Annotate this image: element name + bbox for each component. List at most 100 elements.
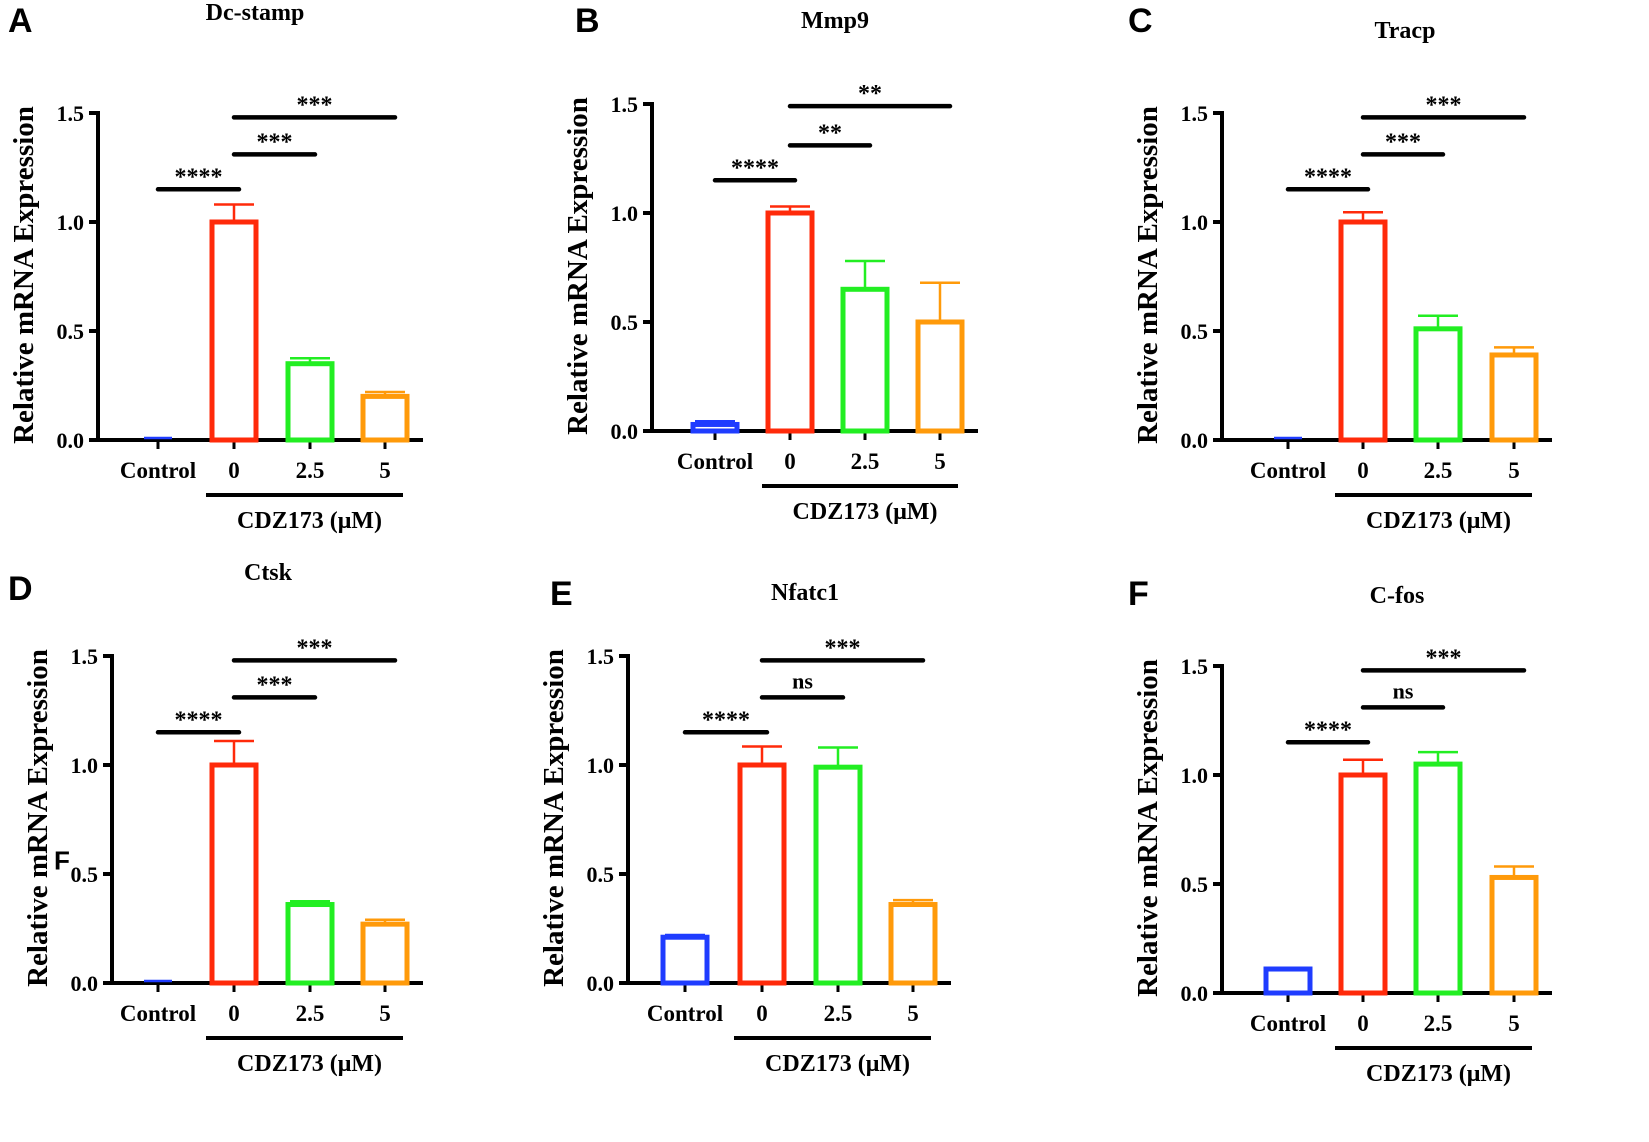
bar-0	[737, 762, 787, 986]
x-tick-label: 2.5	[851, 449, 880, 474]
x-tick-label: Control	[1250, 1011, 1326, 1036]
x-tick-label: 2.5	[296, 1001, 325, 1026]
significance-label: ****	[175, 707, 223, 733]
y-tick-label: 0.0	[57, 428, 85, 453]
y-tick-label: 1.0	[611, 201, 639, 226]
panel-letter: B	[575, 2, 600, 40]
significance-label: ***	[257, 672, 293, 698]
y-tick-label: 1.5	[587, 644, 615, 669]
chart-title: Ctsk	[244, 560, 293, 586]
significance-label: ns	[792, 668, 813, 693]
panel-f: F C-fos Relative mRNA Expression 0.0 0.5 1.0 1…	[1128, 575, 1552, 1087]
significance-label: ***	[297, 92, 333, 118]
bar-2.5	[813, 764, 863, 986]
y-tick-label: 1.0	[1181, 763, 1209, 788]
y-tick-label: 0.5	[1181, 872, 1209, 897]
x-tick-label: 0	[756, 1001, 768, 1026]
panel-letter: E	[550, 575, 573, 613]
x-tick-label: Control	[120, 458, 196, 483]
x-tick-label: 0	[1357, 1011, 1369, 1036]
panel-e: E Nfatc1 Relative mRNA Expression 0.0 0.5 1.0…	[538, 575, 951, 1077]
y-tick-label: 0.5	[57, 319, 85, 344]
y-axis-label: Relative mRNA Expression	[538, 649, 570, 987]
bar-5	[1489, 352, 1539, 443]
x-tick-label: 0	[228, 458, 240, 483]
significance-label: ***	[1426, 92, 1462, 118]
x-tick-label: Control	[647, 1001, 723, 1026]
significance-label: **	[818, 120, 842, 146]
bar-5	[1489, 874, 1539, 996]
significance-label: ***	[1426, 645, 1462, 671]
y-tick-label: 1.0	[57, 210, 85, 235]
y-axis-label: Relative mRNA Expression	[22, 649, 54, 987]
y-tick-label: 1.5	[1181, 654, 1209, 679]
bar-Control	[1263, 966, 1313, 996]
bar-0	[765, 210, 815, 434]
x-tick-label: 2.5	[1424, 1011, 1453, 1036]
significance-label: ****	[1304, 164, 1352, 190]
y-tick-label: 1.5	[611, 92, 639, 117]
x-tick-label: 5	[934, 449, 946, 474]
stray-label: F	[54, 846, 70, 876]
significance-label: ns	[1393, 678, 1414, 703]
x-tick-label: 0	[228, 1001, 240, 1026]
x-tick-label: Control	[677, 449, 753, 474]
x-axis-label: CDZ173 (μM)	[765, 1051, 910, 1077]
y-axis-label: Relative mRNA Expression	[1132, 106, 1164, 444]
x-tick-label: 5	[379, 1001, 391, 1026]
y-tick-label: 1.0	[587, 753, 615, 778]
significance-label: ****	[1304, 717, 1352, 743]
y-tick-label: 0.0	[587, 971, 615, 996]
y-tick-label: 0.5	[1181, 319, 1209, 344]
y-tick-label: 1.5	[1181, 101, 1209, 126]
significance-label: ****	[702, 707, 750, 733]
x-tick-label: 5	[379, 458, 391, 483]
chart-title: Mmp9	[801, 8, 869, 34]
panel-letter: C	[1128, 2, 1153, 40]
chart-title: Nfatc1	[771, 580, 839, 606]
x-tick-label: 2.5	[824, 1001, 853, 1026]
y-tick-label: 1.5	[57, 101, 85, 126]
bar-2.5	[285, 902, 335, 986]
bar-2.5	[1413, 761, 1463, 996]
y-tick-label: 1.0	[1181, 210, 1209, 235]
x-tick-label: 2.5	[1424, 458, 1453, 483]
x-axis-label: CDZ173 (μM)	[237, 1051, 382, 1077]
x-tick-label: 0	[784, 449, 796, 474]
y-tick-label: 1.5	[71, 644, 99, 669]
panel-letter: F	[1128, 575, 1149, 613]
bar-Control	[660, 934, 710, 986]
bar-0	[1338, 772, 1388, 996]
bar-0	[1338, 219, 1388, 443]
significance-label: **	[858, 81, 882, 107]
bar-2.5	[1413, 326, 1463, 443]
x-tick-label: 5	[1508, 1011, 1520, 1036]
bar-Control	[690, 421, 740, 434]
y-tick-label: 0.0	[1181, 981, 1209, 1006]
x-axis-label: CDZ173 (μM)	[237, 508, 382, 534]
bar-2.5	[285, 361, 335, 443]
y-tick-label: 0.0	[611, 419, 639, 444]
chart-title: Tracp	[1375, 18, 1436, 44]
chart-title: Dc-stamp	[206, 0, 305, 26]
significance-label: ****	[175, 164, 223, 190]
bar-5	[360, 393, 410, 443]
bar-0	[209, 219, 259, 443]
panel-letter: D	[8, 570, 33, 608]
significance-label: ****	[731, 155, 779, 181]
x-tick-label: Control	[1250, 458, 1326, 483]
y-tick-label: 0.0	[1181, 428, 1209, 453]
y-tick-label: 0.5	[587, 862, 615, 887]
x-tick-label: 5	[1508, 458, 1520, 483]
y-tick-label: 0.5	[611, 310, 639, 335]
y-axis-label: Relative mRNA Expression	[1132, 659, 1164, 997]
x-tick-label: 5	[907, 1001, 919, 1026]
panel-c: C Tracp Relative mRNA Expression 0.0 0.5 1.0 1…	[1128, 2, 1552, 534]
significance-label: ***	[257, 129, 293, 155]
bar-0	[209, 762, 259, 986]
x-axis-label: CDZ173 (μM)	[1366, 508, 1511, 534]
x-axis-label: CDZ173 (μM)	[1366, 1061, 1511, 1087]
y-tick-label: 0.5	[71, 862, 99, 887]
bar-2.5	[840, 286, 890, 434]
